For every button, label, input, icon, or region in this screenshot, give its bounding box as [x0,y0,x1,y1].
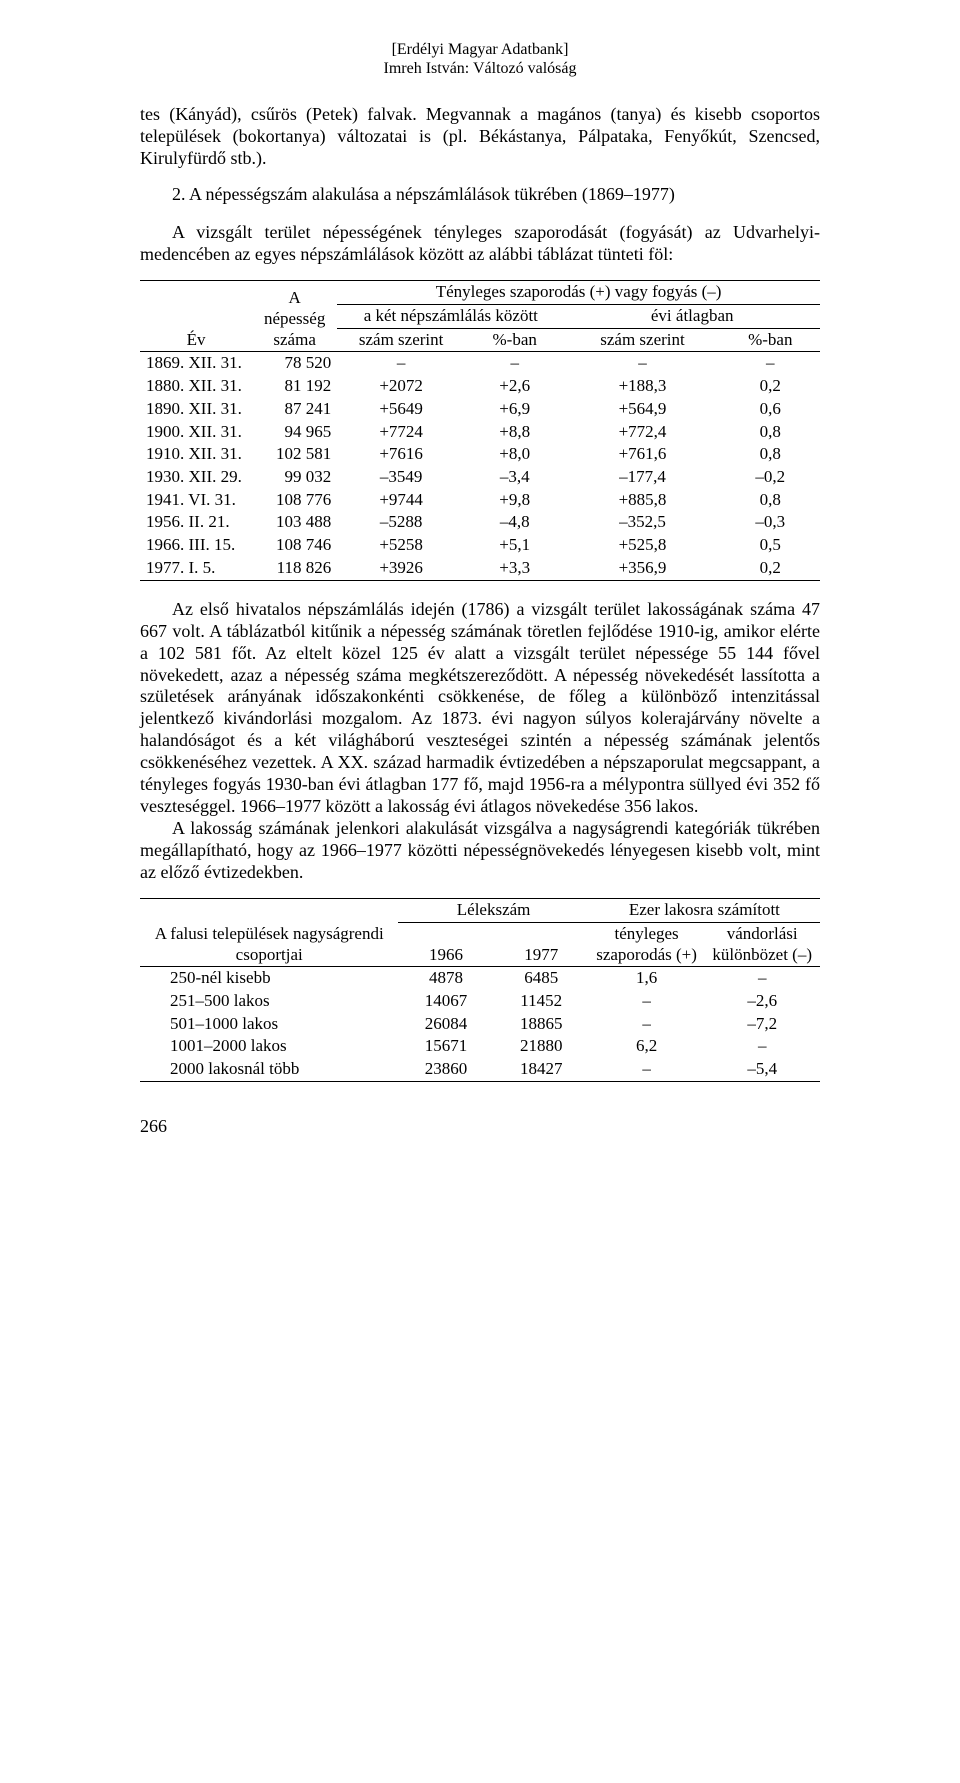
table-row: 250-nél kisebb 4878 6485 1,6 – [140,967,820,990]
table-row: 1900. XII. 31. 94 965 +7724 +8,8 +772,4 … [140,421,820,444]
th-1966: 1966 [398,922,493,966]
th-nat: tényleges szaporodás (+) [589,922,705,966]
th-rowlabel: A falusi települések nagyságrendi csopor… [140,899,398,967]
table-row: 1930. XII. 29. 99 032 –3549 –3,4 –177,4 … [140,466,820,489]
th-group-top: Tényleges szaporodás (+) vagy fogyás (–) [337,281,820,305]
th-abs-2: szám szerint [564,328,720,352]
th-1977: 1977 [494,922,589,966]
th-sub-left: a két népszámlálás között [337,304,564,328]
table-row: 501–1000 lakos 26084 18865 – –7,2 [140,1013,820,1036]
table-row: 2000 lakosnál több 23860 18427 – –5,4 [140,1058,820,1081]
th-grp-right: Ezer lakosra számított [589,899,820,923]
t2-body: 250-nél kisebb 4878 6485 1,6 – 251–500 l… [140,967,820,1082]
lead-paragraph: A vizsgált terület népességének ténylege… [140,222,820,266]
intro-paragraph: tes (Kányád), csűrös (Petek) falvak. Meg… [140,104,820,170]
th-sub-right: évi átlagban [564,304,820,328]
settlement-size-table: A falusi települések nagyságrendi csopor… [140,898,820,1082]
th-pct-2: %-ban [721,328,820,352]
body-paragraph-1: Az első hivatalos népszámlálás idején (1… [140,599,820,819]
t1-body: 1869. XII. 31. 78 520 – – – – 1880. XII.… [140,352,820,580]
table-row: 1977. I. 5. 118 826 +3926 +3,3 +356,9 0,… [140,557,820,580]
table-row: 1941. VI. 31. 108 776 +9744 +9,8 +885,8 … [140,489,820,512]
page-number: 266 [140,1116,820,1138]
th-mig: vándorlási különbözet (–) [704,922,820,966]
table-row: 1966. III. 15. 108 746 +5258 +5,1 +525,8… [140,534,820,557]
table-row: 1880. XII. 31. 81 192 +2072 +2,6 +188,3 … [140,375,820,398]
table-row: 1001–2000 lakos 15671 21880 6,2 – [140,1035,820,1058]
source-line-2: Imreh István: Változó valóság [384,60,577,77]
source-header: [Erdélyi Magyar Adatbank] Imreh István: … [140,40,820,78]
section-heading: 2. A népességszám alakulása a népszámlál… [140,184,820,206]
table-row: 1869. XII. 31. 78 520 – – – – [140,352,820,375]
th-pct-1: %-ban [465,328,564,352]
th-year: Év [140,281,252,352]
th-pop: A népesség száma [252,281,337,352]
table-row: 251–500 lakos 14067 11452 – –2,6 [140,990,820,1013]
source-line-1: [Erdélyi Magyar Adatbank] [392,41,569,58]
body-paragraph-2: A lakosság számának jelenkori alakulását… [140,818,820,884]
table-row: 1910. XII. 31. 102 581 +7616 +8,0 +761,6… [140,443,820,466]
table-row: 1956. II. 21. 103 488 –5288 –4,8 –352,5 … [140,511,820,534]
page: [Erdélyi Magyar Adatbank] Imreh István: … [70,0,890,1188]
th-abs-1: szám szerint [337,328,465,352]
population-growth-table: Év A népesség száma Tényleges szaporodás… [140,280,820,581]
th-grp-left: Lélekszám [398,899,588,923]
table-row: 1890. XII. 31. 87 241 +5649 +6,9 +564,9 … [140,398,820,421]
